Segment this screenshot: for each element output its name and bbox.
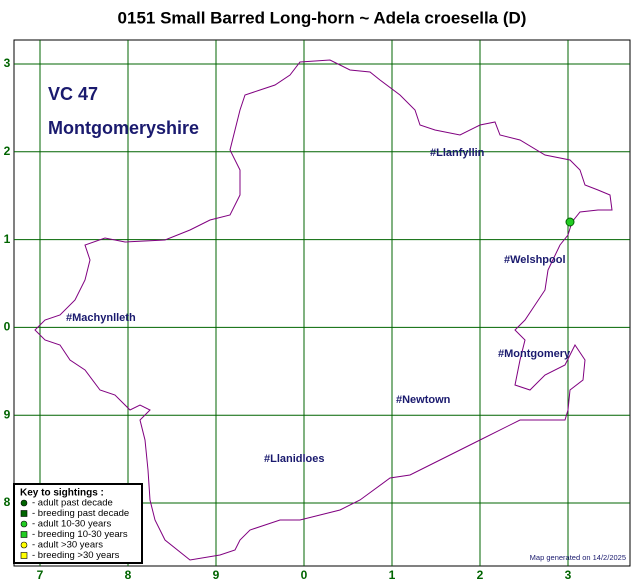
- key-symbol: [20, 520, 28, 528]
- y-grid-label: 8: [4, 495, 11, 509]
- sighting-marker: [565, 217, 575, 227]
- vc-name: Montgomeryshire: [48, 118, 199, 138]
- footer: Map generated on 14/2/2025: [530, 553, 626, 562]
- y-grid-label: 2: [4, 144, 11, 158]
- x-grid-label: 9: [213, 568, 220, 582]
- town-label: #Newtown: [396, 394, 451, 406]
- key-symbol: [20, 552, 28, 559]
- town-label: #Llanidloes: [264, 453, 325, 465]
- key-symbol: [20, 541, 28, 549]
- x-grid-label: 3: [565, 568, 572, 582]
- key-symbol: [20, 510, 28, 517]
- map-frame: [13, 39, 631, 567]
- y-grid-label: 1: [4, 232, 11, 246]
- x-grid-label: 2: [477, 568, 484, 582]
- x-grid-label: 0: [301, 568, 308, 582]
- x-grid-label: 8: [125, 568, 132, 582]
- key-box: [13, 483, 143, 564]
- town-label: #Machynlleth: [66, 312, 136, 324]
- y-grid-label: 0: [4, 320, 11, 334]
- key-label: - breeding 10-30 years: [32, 529, 128, 540]
- town-label: #Llanfyllin: [430, 147, 485, 159]
- key-label: - adult 10-30 years: [32, 519, 111, 530]
- key-label: - breeding past decade: [32, 508, 129, 519]
- town-label: #Welshpool: [504, 254, 566, 266]
- town-label: #Montgomery: [498, 348, 571, 360]
- key-label: - adult past decade: [32, 498, 113, 509]
- key-title: Key to sightings :: [20, 488, 104, 499]
- x-grid-label: 1: [389, 568, 396, 582]
- key-symbol: [20, 531, 28, 538]
- key-label: - breeding >30 years: [32, 550, 120, 561]
- key-symbol: [20, 499, 28, 507]
- key-label: - adult >30 years: [32, 540, 103, 551]
- x-grid-label: 7: [37, 568, 44, 582]
- map-title: 0151 Small Barred Long-horn ~ Adela croe…: [118, 8, 527, 27]
- y-grid-label: 9: [4, 407, 11, 421]
- vc-number: VC 47: [48, 84, 98, 104]
- county-boundary: [34, 59, 613, 561]
- y-grid-label: 3: [4, 56, 11, 70]
- key-entries: - adult past decade- breeding past decad…: [20, 498, 129, 561]
- towns: #Llanfyllin #Welshpool #Machynlleth #Montgo…: [66, 147, 571, 465]
